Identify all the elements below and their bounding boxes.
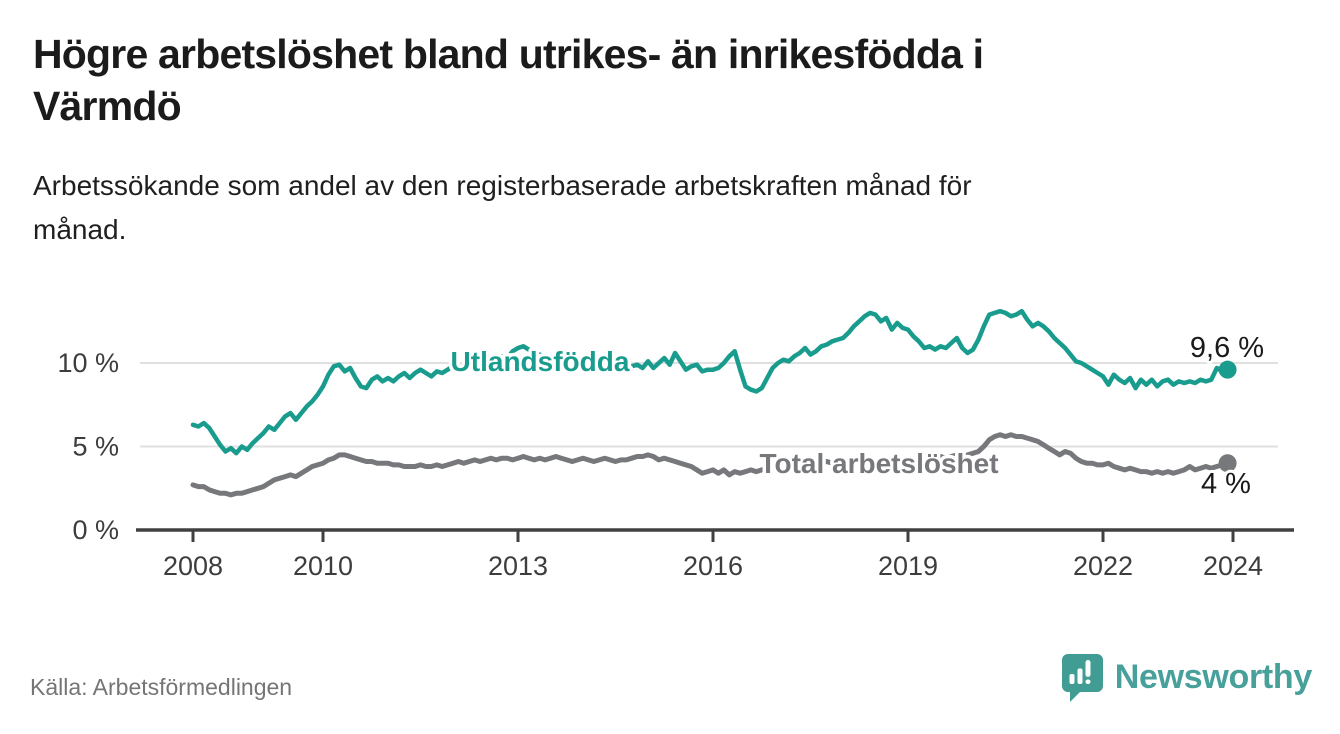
line-chart: 2008 2010 2013 2016 2019 2022 2024 0 % 5 % 10 % U… <box>57 308 1294 581</box>
total-arbetsloshet-end-dot <box>1218 454 1237 473</box>
total-arbetsloshet-line <box>190 432 1231 498</box>
x-axis-label-2024: 2024 <box>1203 551 1263 581</box>
y-axis-label-5pct: 5 % <box>72 432 119 462</box>
utlandsfodda-end-value-label: 9,6 % <box>1190 332 1264 364</box>
newsworthy-bar-chart-speech-bubble-icon <box>1061 654 1103 702</box>
chart-subtitle-line2: månad. <box>33 214 127 245</box>
chart-subtitle: Arbetssökande som andel av den registerb… <box>33 164 1273 252</box>
x-axis-label-2013: 2013 <box>488 551 548 581</box>
x-axis-label-2022: 2022 <box>1073 551 1133 581</box>
total-arbetsloshet-series-label: Total arbetslöshet <box>759 448 998 479</box>
y-axis-label-10pct: 10 % <box>57 348 119 378</box>
labels-group: Utlandsfödda 9,6 % Total arbetslöshet 4 % <box>447 329 1267 503</box>
x-axis-label-2010: 2010 <box>293 551 353 581</box>
x-axis-label-2008: 2008 <box>163 551 223 581</box>
utlandsfodda-end-dot <box>1218 360 1237 379</box>
x-axis-label-2019: 2019 <box>878 551 938 581</box>
newsworthy-logo: Newsworthy <box>1059 652 1312 702</box>
total-arbetsloshet-end-value-label: 4 % <box>1201 468 1251 500</box>
source-text: Källa: Arbetsförmedlingen <box>30 674 293 700</box>
series-group <box>190 308 1237 498</box>
gridlines-group <box>140 362 1278 448</box>
utlandsfodda-series-label: Utlandsfödda <box>451 346 630 377</box>
chart-title-line2: Värmdö <box>33 83 182 129</box>
utlandsfodda-line <box>190 308 1230 456</box>
chart-title: Högre arbetslöshet bland utrikes- än inr… <box>33 28 1313 132</box>
x-axis-group: 2008 2010 2013 2016 2019 2022 2024 0 % 5 % 10 % <box>57 348 1294 581</box>
x-axis-label-2016: 2016 <box>683 551 743 581</box>
chart-subtitle-line1: Arbetssökande som andel av den registerb… <box>33 170 972 201</box>
newsworthy-wordmark: Newsworthy <box>1114 658 1313 696</box>
chart-title-line1: Högre arbetslöshet bland utrikes- än inr… <box>33 31 984 77</box>
y-axis-label-0pct: 0 % <box>72 515 119 545</box>
